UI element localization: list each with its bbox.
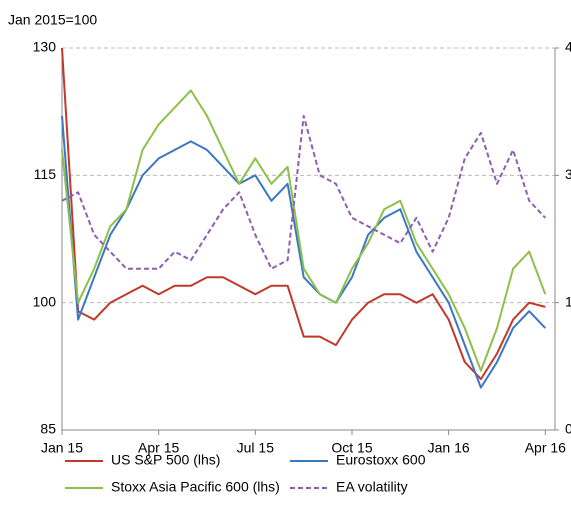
series-line — [61, 89, 547, 372]
y-tick-label: 115 — [34, 166, 57, 182]
legend-label: EA volatility — [336, 479, 408, 495]
series-line — [61, 47, 546, 381]
series-line — [61, 114, 547, 270]
x-tick-label: Apr 15 — [138, 440, 179, 456]
x-tick-label: Apr 16 — [525, 440, 566, 456]
x-tick-label: Oct 15 — [331, 440, 372, 456]
y2-tick-label: 0 — [565, 421, 571, 437]
legend-label: Eurostoxx 600 — [336, 452, 426, 468]
x-tick-label: Jul 15 — [237, 440, 275, 456]
y2-tick-label: 45 — [565, 39, 571, 55]
y-tick-label: 100 — [33, 293, 57, 309]
legend-label: US S&P 500 (lhs) — [111, 452, 220, 468]
series-line — [61, 115, 547, 389]
y2-tick-label: 30 — [565, 166, 571, 182]
axis-note: Jan 2015=100 — [8, 12, 97, 28]
x-tick-label: Jan 16 — [428, 440, 470, 456]
x-tick-label: Jan 15 — [41, 440, 83, 456]
y-tick-label: 130 — [33, 39, 57, 55]
y-tick-label: 85 — [40, 421, 56, 437]
legend-label: Stoxx Asia Pacific 600 (lhs) — [111, 479, 280, 495]
y2-tick-label: 15 — [565, 293, 571, 309]
